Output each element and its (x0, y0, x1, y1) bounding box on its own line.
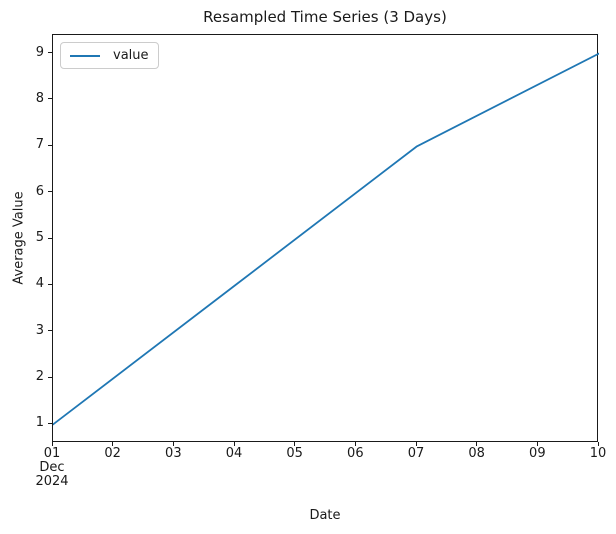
x-tick-mark (112, 442, 114, 446)
y-tick-label: 3 (35, 322, 44, 338)
y-tick-mark (48, 376, 52, 378)
y-tick-label: 2 (35, 369, 44, 385)
y-tick-mark (48, 52, 52, 54)
plot-area: value (52, 34, 599, 442)
y-tick-label: 4 (35, 276, 44, 292)
x-tick-label: 09 (529, 446, 546, 461)
x-tick-label: 05 (286, 446, 303, 461)
y-tick-mark (48, 330, 52, 332)
x-tick-label: 10 (589, 446, 607, 461)
x-tick-mark (51, 442, 53, 446)
x-tick-mark (415, 442, 417, 446)
x-tick-mark (233, 442, 235, 446)
y-tick-label: 7 (35, 137, 44, 153)
x-tick-mark (172, 442, 174, 446)
y-tick-mark (48, 98, 52, 100)
x-tick-label: 02 (104, 446, 121, 461)
x-tick-label: 07 (407, 446, 425, 461)
y-tick-mark (48, 237, 52, 239)
y-tick-mark (48, 283, 52, 285)
y-tick-label: 6 (35, 183, 44, 199)
x-tick-mark (597, 442, 599, 446)
x-tick-mark (536, 442, 538, 446)
legend: value (60, 42, 159, 69)
y-tick-label: 9 (35, 44, 44, 60)
legend-line-swatch (70, 54, 100, 57)
x-tick-label: 06 (347, 446, 364, 461)
y-tick-label: 5 (35, 230, 44, 245)
x-axis-label: Date (309, 508, 341, 523)
legend-label: value (113, 48, 149, 63)
y-tick-mark (48, 191, 52, 193)
x-tick-mark (354, 442, 356, 446)
chart-title: Resampled Time Series (3 Days) (203, 8, 447, 26)
x-tick-label: 04 (225, 446, 243, 461)
y-tick-mark (48, 422, 52, 424)
y-tick-label: 8 (35, 90, 44, 106)
x-tick-label: 03 (165, 446, 182, 461)
line-series-value (53, 52, 599, 426)
x-tick-mark (476, 442, 478, 446)
y-tick-label: 1 (35, 415, 44, 431)
x-tick-label: 08 (468, 446, 485, 461)
x-tick-label: 01 Dec 2024 (35, 446, 69, 489)
y-tick-mark (48, 144, 52, 146)
x-tick-mark (294, 442, 296, 446)
